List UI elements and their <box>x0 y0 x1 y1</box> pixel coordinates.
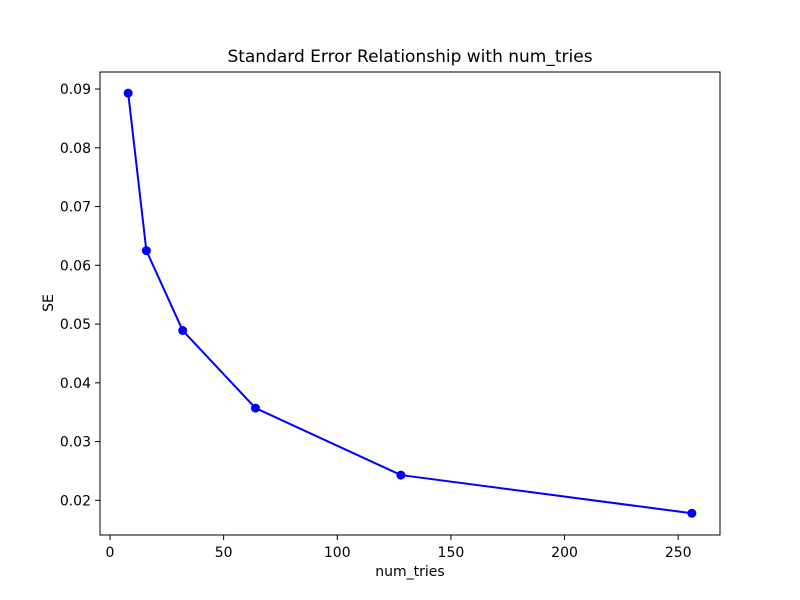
axis-ticks: 0 50 100 150 200 250 0.02 0.03 0.04 0.05 0.06 0.07 0… <box>60 82 692 561</box>
y-tick-label: 0.05 <box>60 317 91 333</box>
data-line <box>127 93 692 515</box>
x-tick-label: 250 <box>665 545 692 561</box>
x-tick-label: 200 <box>551 545 578 561</box>
y-axis-label: SE <box>41 294 57 312</box>
x-tick-label: 0 <box>106 545 115 561</box>
data-point <box>396 470 406 480</box>
y-tick-label: 0.09 <box>60 82 91 98</box>
y-tick-label: 0.02 <box>60 493 91 509</box>
data-point <box>178 326 188 336</box>
y-tick-label: 0.07 <box>60 200 91 216</box>
x-tick-label: 100 <box>324 545 351 561</box>
data-point <box>123 88 133 98</box>
data-point <box>687 508 697 518</box>
y-tick-label: 0.04 <box>60 376 91 392</box>
y-tick-label: 0.08 <box>60 141 91 157</box>
y-tick-label: 0.06 <box>60 258 91 274</box>
data-series <box>123 88 697 518</box>
plot-area <box>99 71 721 536</box>
x-tick-label: 150 <box>438 545 465 561</box>
y-tick-label: 0.03 <box>60 435 91 451</box>
data-point <box>250 403 260 413</box>
chart-title: Standard Error Relationship with num_tri… <box>227 47 592 67</box>
x-axis-label: num_tries <box>375 564 444 580</box>
data-point <box>141 246 151 256</box>
x-tick-label: 50 <box>215 545 233 561</box>
